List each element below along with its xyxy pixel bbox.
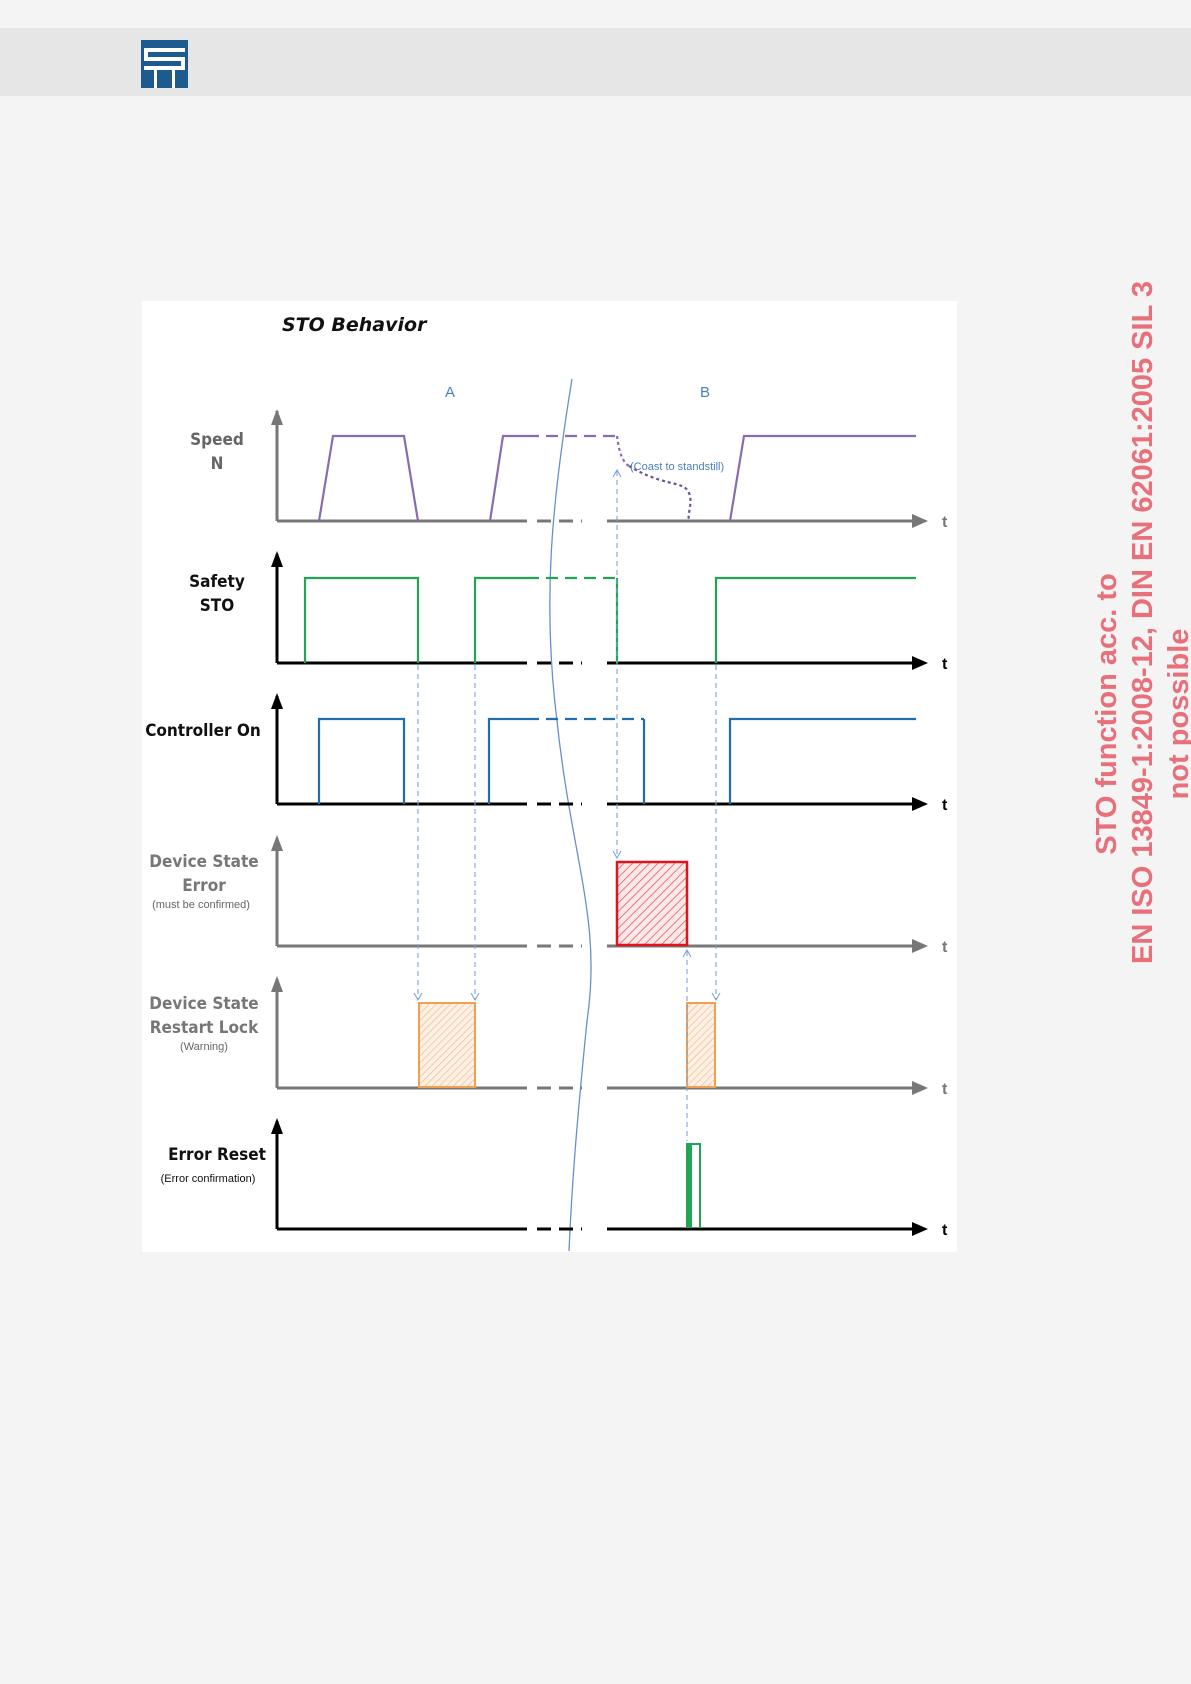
speed-signal bbox=[317, 434, 916, 522]
controller-axis bbox=[275, 696, 912, 806]
speed-axis bbox=[275, 411, 912, 523]
sto-timing-diagram: STO Behavior A B Speed N t (Coast to sta… bbox=[145, 314, 948, 1252]
t-label-reset: t bbox=[942, 1222, 948, 1239]
controller-signal bbox=[317, 717, 916, 804]
restart-lock-block-b bbox=[686, 1002, 716, 1088]
section-a-label: A bbox=[445, 384, 455, 401]
label-error-2: Error bbox=[182, 876, 226, 896]
diagram-title: STO Behavior bbox=[282, 314, 428, 336]
side-note-line-3: not possible bbox=[1163, 628, 1191, 800]
restart-axis bbox=[275, 979, 912, 1090]
label-restart-1: Device State bbox=[149, 994, 258, 1014]
t-label-sto: t bbox=[942, 656, 948, 673]
coast-annotation: (Coast to standstill) bbox=[630, 461, 724, 473]
t-label-speed: t bbox=[942, 514, 948, 531]
label-controller-on: Controller On bbox=[145, 721, 261, 741]
error-state-block bbox=[615, 860, 689, 947]
label-restart-2: Restart Lock bbox=[150, 1018, 259, 1038]
side-note-line-2: EN ISO 13849-1:2008-12, DIN EN 62061:200… bbox=[1127, 281, 1159, 964]
label-error-reset: Error Reset bbox=[168, 1145, 266, 1165]
guide-arrowheads bbox=[413, 468, 721, 1002]
sto-signal bbox=[303, 576, 916, 663]
sto-compliance-note: STO function acc. to EN ISO 13849-1:2008… bbox=[1089, 281, 1191, 964]
label-sto-2: STO bbox=[200, 596, 234, 616]
label-error-reset-sub: (Error confirmation) bbox=[161, 1173, 256, 1185]
t-label-error: t bbox=[942, 939, 948, 956]
side-note-line-1: STO function acc. to bbox=[1091, 573, 1123, 855]
error-axis bbox=[275, 838, 912, 948]
causal-guide-arrows bbox=[417, 471, 717, 1141]
label-speed-2: N bbox=[211, 454, 224, 474]
t-label-restart: t bbox=[942, 1081, 948, 1098]
label-speed-1: Speed bbox=[190, 430, 244, 450]
sto-axis bbox=[275, 554, 912, 665]
company-logo bbox=[141, 40, 188, 88]
time-break-line bbox=[549, 378, 592, 1252]
reset-axis bbox=[275, 1121, 912, 1231]
section-b-label: B bbox=[700, 384, 710, 401]
restart-lock-block-a bbox=[418, 1002, 476, 1088]
label-restart-sub: (Warning) bbox=[180, 1041, 228, 1053]
label-error-sub: (must be confirmed) bbox=[152, 899, 250, 911]
sto-diagram-panel: STO Behavior A B Speed N t (Coast to sta… bbox=[142, 301, 957, 1252]
page-header bbox=[0, 28, 1191, 96]
error-reset-pulse-fill bbox=[687, 1144, 692, 1228]
error-reset-pulse bbox=[686, 1143, 701, 1228]
t-label-controller: t bbox=[942, 797, 948, 814]
label-sto-1: Safety bbox=[189, 572, 245, 592]
label-error-1: Device State bbox=[149, 852, 258, 872]
